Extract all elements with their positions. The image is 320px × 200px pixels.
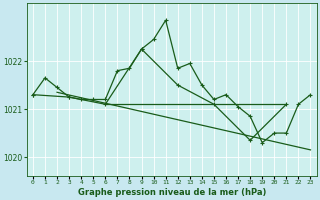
X-axis label: Graphe pression niveau de la mer (hPa): Graphe pression niveau de la mer (hPa)	[77, 188, 266, 197]
